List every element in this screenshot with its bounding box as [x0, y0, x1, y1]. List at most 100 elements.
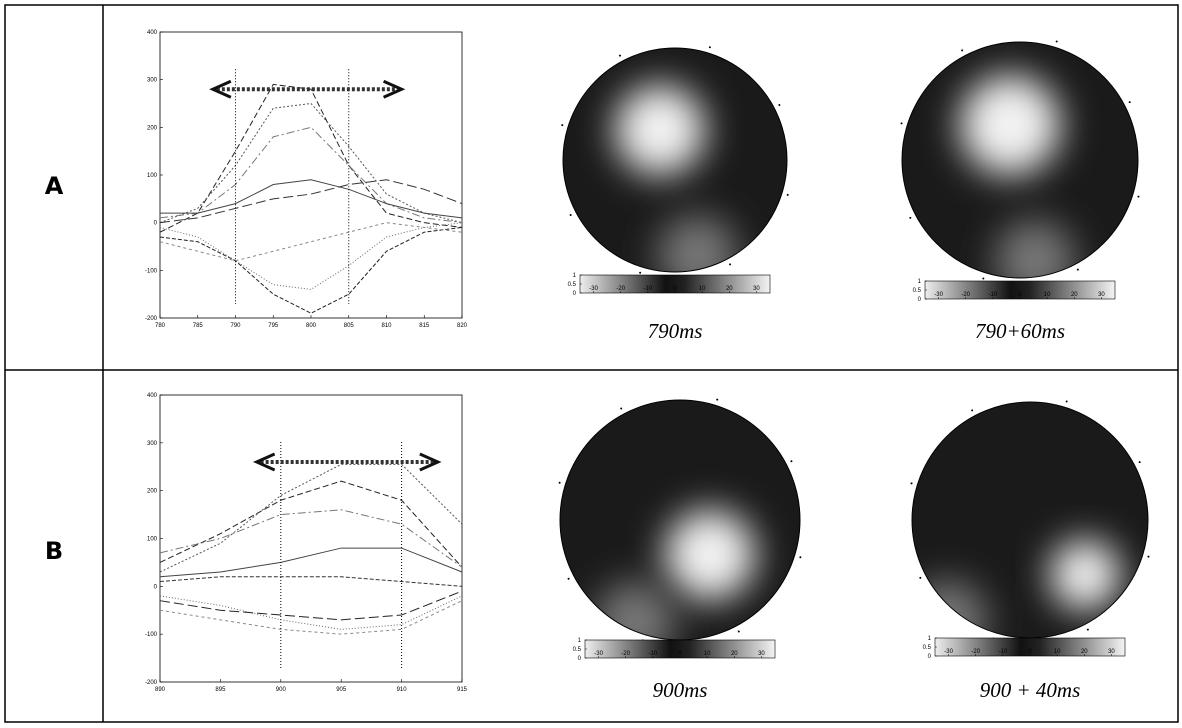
y-tick-label: 300 [147, 441, 158, 447]
colorbar-tick-label: -30 [589, 286, 598, 292]
x-tick-label: 905 [336, 687, 347, 693]
x-tick-label: 900 [276, 687, 287, 693]
colorbar-tick-label: -20 [971, 649, 980, 655]
colorbar-y-label: 1 [928, 636, 932, 642]
x-tick-label: 815 [419, 323, 430, 329]
colorbar-tick-label: -30 [944, 649, 953, 655]
topomap-outline [562, 47, 788, 273]
caption: 790ms [648, 319, 703, 343]
colorbar-tick-label: 0 [1028, 649, 1032, 655]
electrode-dot [971, 409, 974, 412]
y-tick-label: 400 [147, 30, 158, 36]
topomap-mid [995, 220, 1075, 278]
eeg-trace [159, 590, 463, 621]
colorbar-y-label: 0 [578, 656, 582, 662]
y-tick-label: 100 [147, 173, 158, 179]
electrode-dot [729, 263, 732, 266]
colorbar-tick-label: 30 [753, 286, 760, 292]
y-tick-label: 200 [147, 489, 158, 495]
electrode-dot [1086, 628, 1089, 631]
colorbar-y-label: 0.5 [573, 647, 582, 653]
colorbar-tick-label: 10 [1044, 292, 1051, 298]
colorbar-y-label: 0.5 [923, 645, 932, 651]
topomap-mid [595, 582, 675, 640]
colorbar-tick-label: -10 [649, 651, 658, 657]
y-tick-label: 0 [154, 221, 158, 227]
x-tick-label: 785 [193, 323, 204, 329]
colorbar-tick-label: 10 [704, 651, 711, 657]
electrode-dot [567, 577, 570, 580]
colorbar-tick-label: 0 [673, 286, 677, 292]
colorbar-y-label: 0.5 [568, 282, 577, 288]
arrow-head [209, 79, 232, 99]
colorbar-tick-label: -10 [999, 649, 1008, 655]
topomap-bright [1050, 540, 1120, 610]
x-tick-label: 780 [155, 323, 166, 329]
colorbar-tick-label: -20 [621, 651, 630, 657]
y-tick-label: 0 [154, 584, 158, 590]
topomap [912, 402, 1148, 638]
colorbar-y-label: 0 [918, 297, 922, 303]
electrode-dot [961, 49, 964, 52]
x-tick-label: 910 [397, 687, 408, 693]
eeg-trace [159, 222, 463, 262]
electrode-dot [982, 277, 985, 280]
eeg-trace [159, 509, 463, 568]
electrode-dot [919, 576, 922, 579]
eeg-trace [159, 463, 463, 573]
colorbar-y-label: 1 [578, 638, 582, 644]
colorbar-tick-label: 10 [1054, 649, 1061, 655]
topomap-bright [960, 75, 1060, 175]
eeg-trace [159, 83, 463, 233]
x-tick-label: 895 [215, 687, 226, 693]
y-tick-label: 200 [147, 125, 158, 131]
colorbar-tick-label: -30 [594, 651, 603, 657]
colorbar-tick-label: 20 [726, 286, 733, 292]
topomap-outline [901, 41, 1139, 279]
x-tick-label: 890 [155, 687, 166, 693]
colorbar-tick-label: 20 [1071, 292, 1078, 298]
topomap-bright [615, 85, 705, 175]
electrode-dot [1076, 268, 1079, 271]
eeg-trace [159, 600, 463, 635]
electrode-dot [790, 460, 793, 463]
arrow-head [382, 79, 406, 99]
x-tick-label: 820 [457, 323, 468, 329]
x-tick-label: 805 [344, 323, 355, 329]
colorbar-tick-label: 0 [1018, 292, 1022, 298]
y-tick-label: -100 [145, 632, 158, 638]
caption: 790+60ms [975, 319, 1065, 343]
electrode-dot [737, 630, 740, 633]
row-label: B [45, 537, 63, 565]
eeg-trace [159, 547, 463, 578]
electrode-dot [708, 46, 711, 49]
electrode-dot [1147, 555, 1150, 558]
electrode-dot [909, 216, 912, 219]
electrode-dot [786, 193, 789, 196]
colorbar-y-label: 0 [573, 291, 577, 297]
colorbar-tick-label: -30 [934, 292, 943, 298]
eeg-trace [159, 595, 463, 630]
colorbar-tick-label: 0 [678, 651, 682, 657]
colorbar-tick-label: -20 [961, 292, 970, 298]
y-tick-label: -100 [145, 268, 158, 274]
electrode-dot [910, 482, 913, 485]
electrode-dot [799, 556, 802, 559]
arrow-head [252, 452, 276, 472]
electrode-dot [620, 407, 623, 410]
electrode-dot [1137, 195, 1140, 198]
electrode-dot [1055, 40, 1058, 43]
topomap-disc [560, 400, 800, 640]
x-tick-label: 800 [306, 323, 317, 329]
colorbar-tick-label: -10 [989, 292, 998, 298]
topomap [560, 400, 800, 640]
x-tick-label: 915 [457, 687, 468, 693]
colorbar-y-label: 0.5 [913, 288, 922, 294]
y-tick-label: -200 [145, 680, 158, 686]
electrode-dot [900, 122, 903, 125]
colorbar-tick-label: 30 [1108, 649, 1115, 655]
caption: 900 + 40ms [980, 678, 1081, 702]
x-tick-label: 810 [381, 323, 392, 329]
